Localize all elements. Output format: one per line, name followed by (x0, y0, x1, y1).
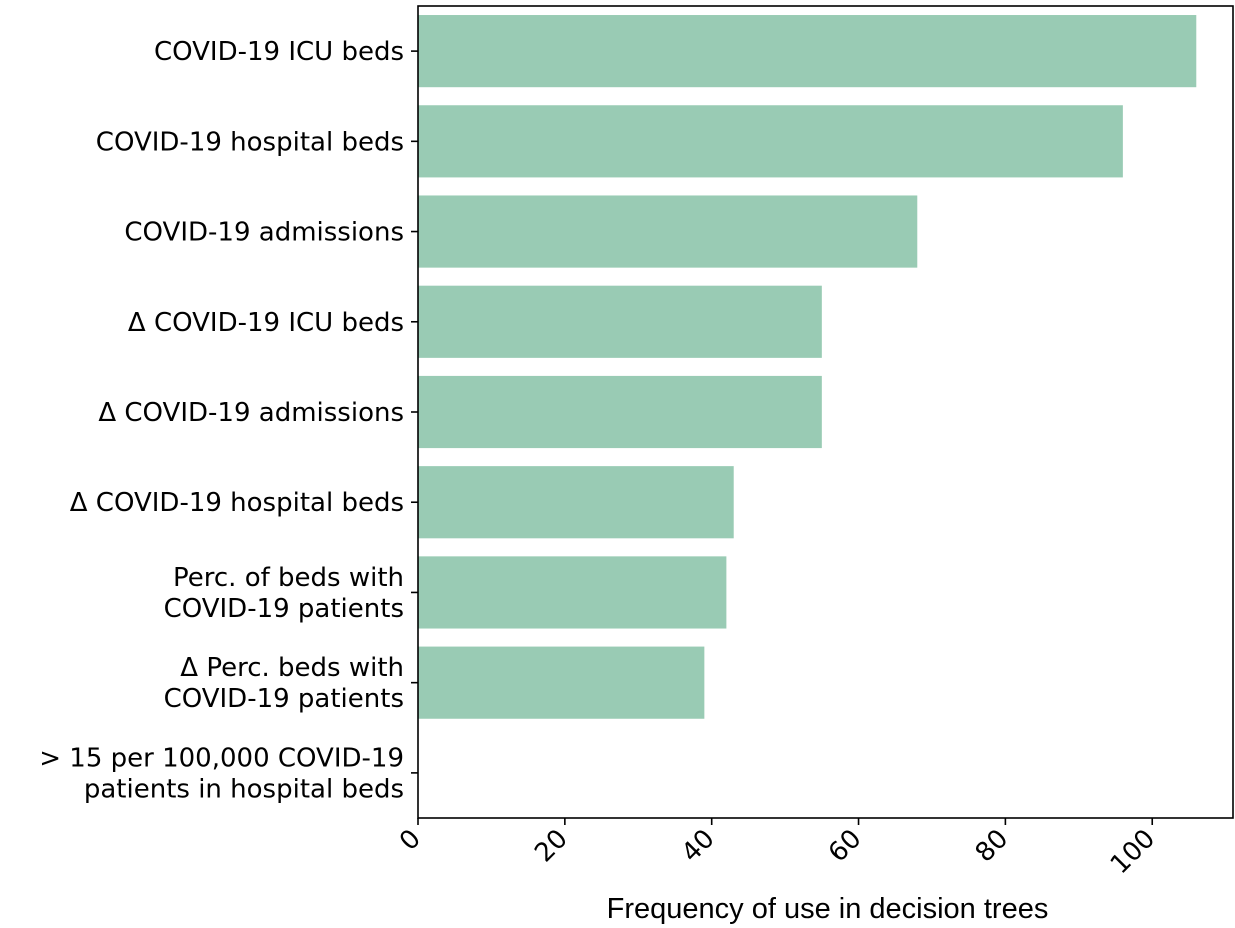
bars-group (418, 15, 1197, 719)
x-tick-label: 80 (970, 824, 1015, 869)
bar (418, 285, 822, 358)
y-axis-labels: COVID-19 ICU beds COVID-19 hospital beds C… (39, 37, 404, 804)
x-tick-label: 60 (823, 824, 868, 869)
bar (418, 466, 734, 539)
x-tick-label: 40 (676, 824, 721, 869)
category-label: > 15 per 100,000 COVID-19 patients in hos… (39, 743, 404, 804)
x-tick-label: 0 (394, 824, 427, 857)
category-label: Δ COVID-19 hospital beds (70, 488, 404, 518)
bar (418, 195, 918, 268)
bar (418, 646, 705, 719)
bar (418, 105, 1123, 178)
x-axis-title: Frequency of use in decision trees (607, 893, 1049, 925)
category-label: COVID-19 admissions (124, 218, 404, 248)
x-axis-ticks (417, 818, 1154, 825)
plot-frame (417, 5, 1234, 819)
bar (418, 15, 1197, 88)
category-label: Δ COVID-19 admissions (98, 398, 404, 428)
category-label: COVID-19 hospital beds (96, 127, 404, 157)
category-label: Perc. of beds with COVID-19 patients (164, 563, 404, 624)
x-tick-label: 20 (529, 824, 574, 869)
bar (418, 556, 727, 629)
x-tick-label: 100 (1105, 824, 1161, 880)
bar (418, 375, 822, 449)
y-axis-ticks (411, 50, 418, 774)
x-axis-labels: 0 20 40 60 80 100 (394, 824, 1161, 880)
category-label: COVID-19 ICU beds (154, 37, 404, 67)
category-label: Δ COVID-19 ICU beds (128, 308, 404, 338)
category-label: Δ Perc. beds with COVID-19 patients (164, 653, 404, 714)
